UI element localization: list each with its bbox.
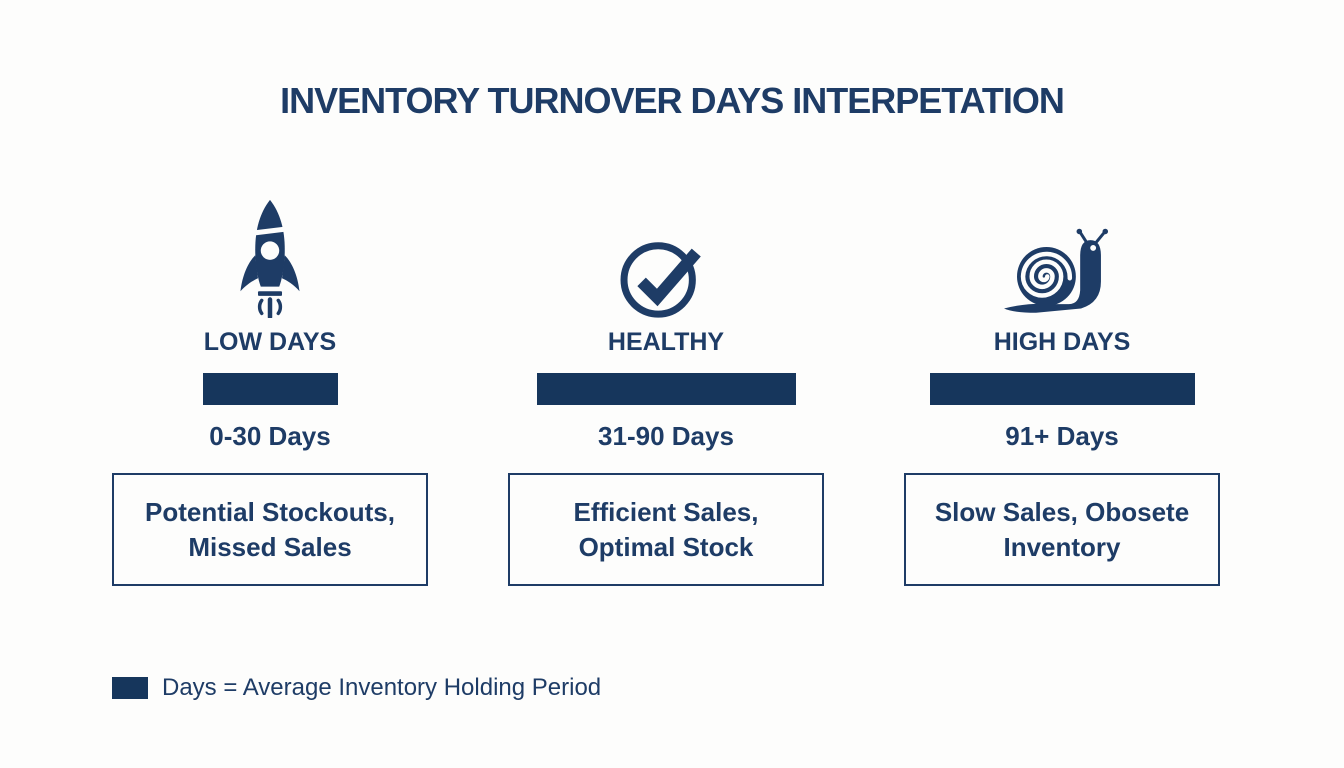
range-bar (929, 373, 1195, 405)
column-low-days: LOW DAYS 0-30 Days Potential Stockouts, … (112, 190, 428, 586)
range-bar (536, 373, 796, 405)
description-box: Slow Sales, Obosete Inventory (904, 473, 1220, 586)
icon-slot (233, 190, 307, 318)
column-label: LOW DAYS (203, 328, 337, 356)
icon-slot (1001, 190, 1123, 318)
legend: Days = Average Inventory Holding Period (112, 674, 601, 702)
range-label: 0-30 Days (209, 421, 331, 451)
range-label: 31-90 Days (598, 421, 734, 451)
check-circle-icon (619, 236, 713, 318)
column-healthy: HEALTHY 31-90 Days Efficient Sales, Opti… (508, 190, 824, 586)
column-label: HIGH DAYS (993, 328, 1131, 356)
page-title: INVENTORY TURNOVER DAYS INTERPETATION (280, 80, 1065, 121)
range-bar (202, 373, 338, 405)
columns-row: LOW DAYS 0-30 Days Potential Stockouts, … (112, 190, 1220, 586)
description-box: Efficient Sales, Optimal Stock (508, 473, 824, 586)
range-label: 91+ Days (1005, 421, 1119, 451)
icon-slot (619, 190, 713, 318)
snail-icon (1004, 228, 1109, 313)
legend-swatch (112, 677, 148, 699)
column-label: HEALTHY (607, 328, 725, 356)
rocket-icon (240, 199, 300, 318)
column-high-days: HIGH DAYS 91+ Days Slow Sales, Obosete I… (904, 190, 1220, 586)
description-box: Potential Stockouts, Missed Sales (112, 473, 428, 586)
legend-text: Days = Average Inventory Holding Period (162, 674, 602, 701)
